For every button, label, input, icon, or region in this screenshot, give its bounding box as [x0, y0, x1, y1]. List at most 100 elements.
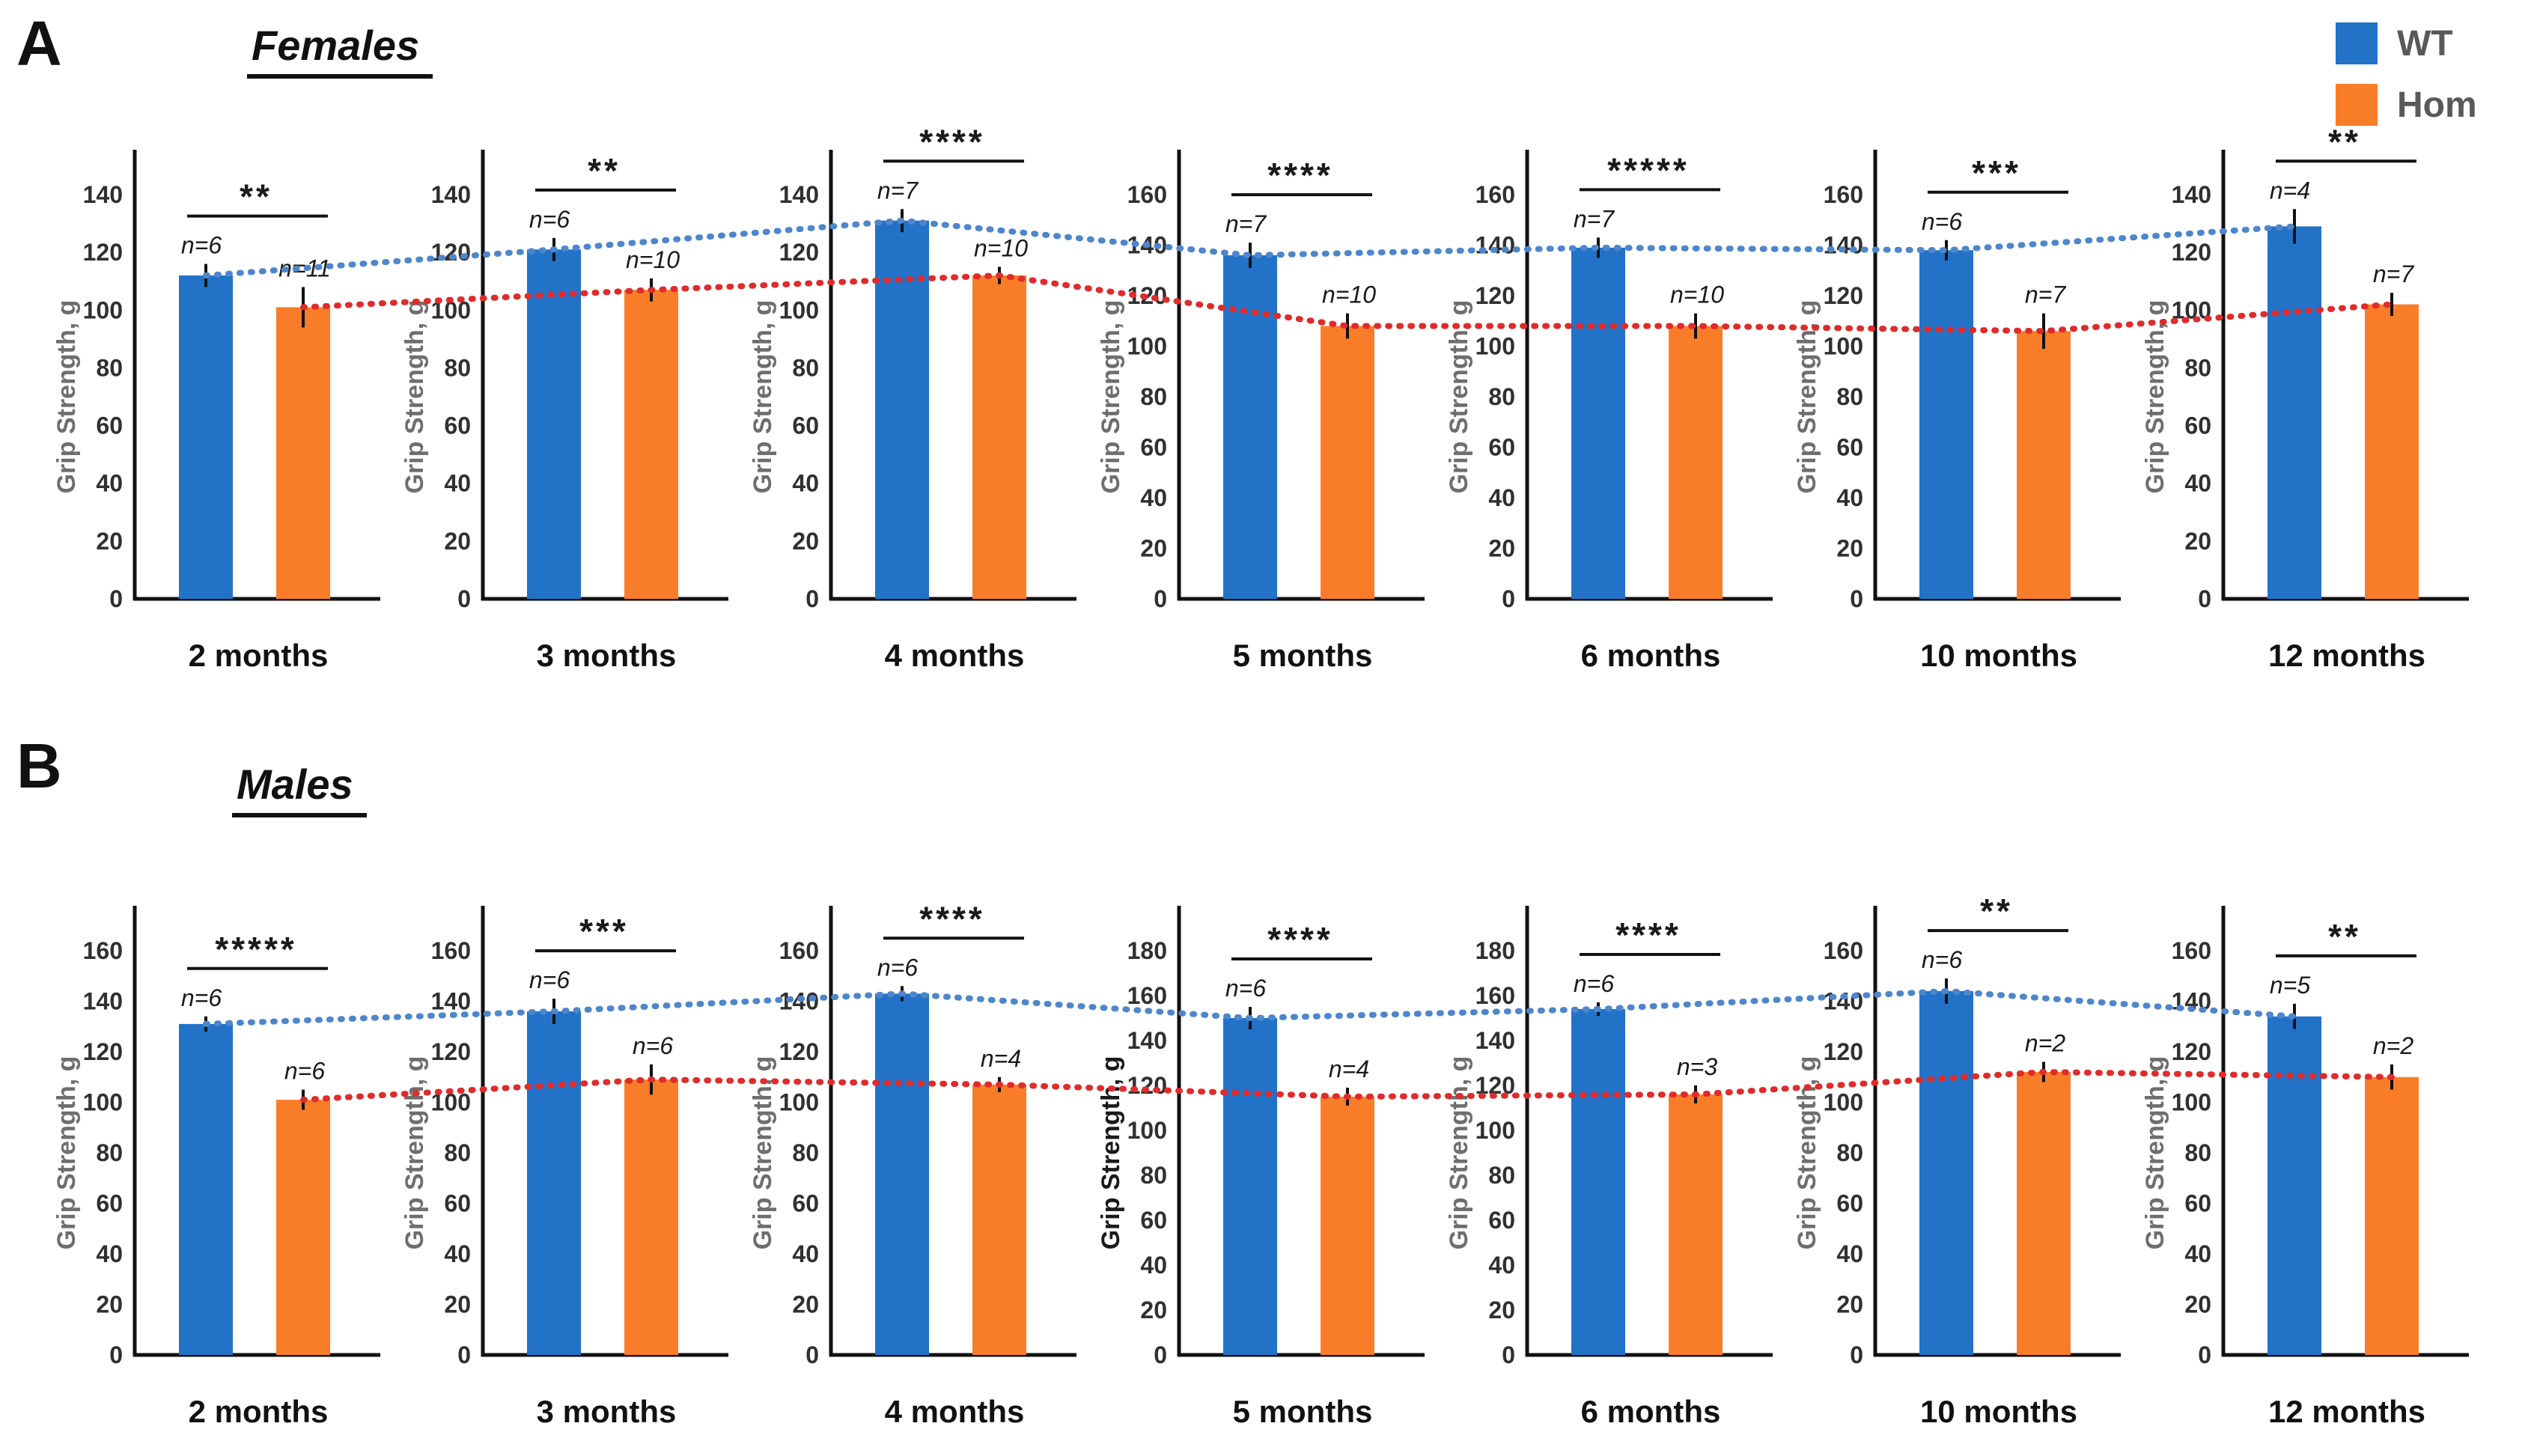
- chart-12-months: 0 20 40 60 80 100 120 140 Grip Strength, g n=4 n=7…: [2134, 105, 2482, 700]
- wt-swatch-icon: [2336, 22, 2378, 64]
- month-label: 6 months: [1581, 1394, 1721, 1429]
- y-tick-label: 80: [2184, 1139, 2211, 1166]
- panel-b-letter: B: [16, 731, 62, 801]
- n-label-hom: n=6: [633, 1032, 673, 1059]
- month-label: 3 months: [537, 638, 677, 673]
- y-tick-label: 120: [431, 1038, 471, 1065]
- n-label-wt: n=5: [2270, 972, 2310, 999]
- y-tick-label: 160: [2172, 937, 2211, 964]
- y-tick-label: 140: [431, 181, 471, 208]
- y-tick-label: 60: [1140, 1207, 1167, 1234]
- legend-item-hom: Hom: [2336, 84, 2477, 126]
- hom-swatch-icon: [2336, 84, 2378, 126]
- sig-asterisks: *****: [1607, 150, 1690, 189]
- y-tick-label: 100: [1127, 1117, 1167, 1144]
- y-tick-label: 120: [2172, 1038, 2211, 1065]
- sig-asterisks: ****: [919, 122, 985, 161]
- y-tick-label: 80: [1488, 1162, 1515, 1189]
- y-tick-label: 80: [2184, 354, 2211, 381]
- y-tick-label: 80: [1140, 1162, 1167, 1189]
- y-tick-label: 40: [1836, 1240, 1863, 1267]
- y-tick-label: 0: [2198, 1341, 2211, 1368]
- y-tick-label: 0: [457, 1341, 471, 1368]
- chart-svg-10-months: 0 20 40 60 80 100 120 140 160 Grip Strength, g n=6…: [1793, 150, 2121, 673]
- panel-a-title: Females: [247, 21, 433, 79]
- sig-asterisks: ****: [919, 899, 985, 938]
- y-tick-label: 0: [1850, 1341, 1863, 1368]
- sig-asterisks: *****: [215, 930, 297, 969]
- bar-wt: [1571, 1009, 1625, 1355]
- y-tick-label: 0: [1154, 585, 1167, 612]
- n-label-hom: n=10: [626, 246, 680, 273]
- bar-wt: [179, 275, 233, 599]
- bar-hom: [1669, 1094, 1723, 1355]
- y-tick-label: 0: [109, 1341, 123, 1368]
- chart-svg-10-months: 0 20 40 60 80 100 120 140 160 Grip Strength, g n=6…: [1793, 892, 2121, 1429]
- bar-hom: [972, 275, 1026, 599]
- y-axis-title: Grip Strength, g: [400, 300, 429, 494]
- chart-svg-12-months: 0 20 40 60 80 100 120 140 160 Grip Strength, g n=5…: [2141, 906, 2469, 1429]
- y-tick-label: 100: [83, 296, 123, 323]
- y-tick-label: 60: [2184, 1190, 2211, 1217]
- sig-asterisks: **: [2328, 917, 2361, 956]
- bar-hom: [2017, 331, 2071, 599]
- y-tick-label: 100: [2172, 1089, 2211, 1116]
- y-tick-label: 120: [1127, 1072, 1167, 1099]
- chart-2-months: 0 20 40 60 80 100 120 140 160 Grip Strength, g n=6…: [45, 861, 393, 1456]
- y-tick-label: 40: [2184, 470, 2211, 497]
- bar-hom: [624, 1079, 678, 1355]
- month-label: 4 months: [885, 1394, 1025, 1429]
- y-tick-label: 80: [444, 1139, 471, 1166]
- bar-wt: [875, 220, 929, 599]
- n-label-hom: n=2: [2025, 1030, 2065, 1057]
- y-tick-label: 160: [1475, 181, 1515, 208]
- y-tick-label: 40: [444, 1240, 471, 1267]
- y-axis-title: Grip Strength, g: [1097, 300, 1125, 494]
- month-label: 5 months: [1233, 1394, 1373, 1429]
- chart-svg-12-months: 0 20 40 60 80 100 120 140 Grip Strength, g n=4 n=7…: [2141, 122, 2469, 673]
- y-axis-title: Grip Strength, g: [1793, 1056, 1821, 1250]
- bar-hom: [2365, 304, 2419, 599]
- y-tick-label: 140: [1127, 232, 1167, 259]
- n-label-wt: n=7: [877, 177, 919, 204]
- bar-hom: [2017, 1072, 2071, 1355]
- y-tick-label: 40: [444, 470, 471, 497]
- chart-svg-3-months: 0 20 40 60 80 100 120 140 160 Grip Strength, g n=6…: [400, 906, 728, 1429]
- y-tick-label: 100: [83, 1089, 123, 1116]
- month-label: 3 months: [537, 1394, 677, 1429]
- y-tick-label: 20: [1140, 1297, 1167, 1324]
- y-tick-label: 120: [2172, 239, 2211, 266]
- n-label-hom: n=2: [2373, 1032, 2413, 1059]
- chart-svg-2-months: 0 20 40 60 80 100 120 140 Grip Strength, g n=6 n=1…: [52, 150, 380, 673]
- y-tick-label: 160: [431, 937, 471, 964]
- y-axis-title: Grip Strength, g: [1445, 300, 1473, 494]
- y-tick-label: 60: [1836, 1190, 1863, 1217]
- y-tick-label: 160: [1475, 982, 1515, 1009]
- panel-b: B Males 0 20 40 60 80 100 120 140 160 Grip Streng…: [0, 715, 2534, 1430]
- y-tick-label: 40: [1488, 484, 1515, 511]
- month-label: 12 months: [2268, 1394, 2425, 1429]
- n-label-hom: n=10: [974, 234, 1028, 261]
- bar-wt: [2267, 1016, 2321, 1355]
- y-tick-label: 60: [444, 412, 471, 439]
- legend-label-wt: WT: [2397, 23, 2453, 64]
- bar-wt: [1571, 247, 1625, 599]
- n-label-hom: n=7: [2025, 281, 2066, 308]
- chart-svg-4-months: 0 20 40 60 80 100 120 140 160 Grip Strength, g n=6…: [749, 899, 1076, 1429]
- month-label: 5 months: [1233, 638, 1373, 673]
- y-tick-label: 60: [444, 1190, 471, 1217]
- y-axis-title: Grip Strength, g: [2141, 1056, 2169, 1250]
- n-label-wt: n=6: [181, 984, 222, 1011]
- y-tick-label: 160: [1127, 982, 1167, 1009]
- n-label-wt: n=7: [1225, 210, 1267, 237]
- y-tick-label: 20: [96, 1291, 123, 1318]
- y-tick-label: 180: [1475, 937, 1515, 964]
- bar-wt: [527, 1011, 581, 1355]
- y-tick-label: 140: [1824, 988, 1863, 1015]
- y-axis-title: Grip Strength, g: [749, 1056, 777, 1250]
- panel-a-letter: A: [16, 8, 62, 79]
- chart-svg-3-months: 0 20 40 60 80 100 120 140 Grip Strength, g n=6 n=1…: [400, 150, 728, 673]
- y-tick-label: 20: [1488, 535, 1515, 562]
- chart-4-months: 0 20 40 60 80 100 120 140 Grip Strength, g n=7 n=1…: [741, 105, 1089, 700]
- chart-3-months: 0 20 40 60 80 100 120 140 Grip Strength, g n=6 n=1…: [393, 105, 741, 700]
